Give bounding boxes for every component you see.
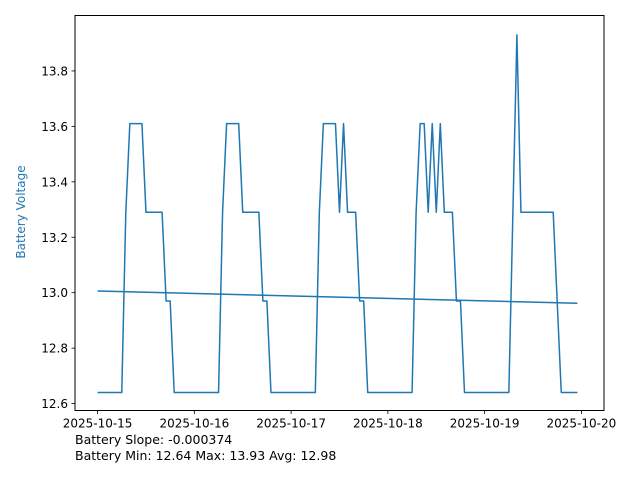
x-tick-label: 2025-10-20 xyxy=(547,417,617,431)
x-tick-label: 2025-10-15 xyxy=(63,417,133,431)
y-tick-label: 13.0 xyxy=(41,286,68,300)
battery-voltage-line xyxy=(97,34,578,394)
y-tick-label: 12.6 xyxy=(41,397,68,411)
x-axis-ticks: 2025-10-15 2025-10-16 2025-10-17 2025-10-18… xyxy=(63,410,617,431)
x-tick-label: 2025-10-18 xyxy=(353,417,423,431)
plot-frame xyxy=(74,15,605,411)
battery-summary-text: Battery Min: 12.64 Max: 13.93 Avg: 12.98 xyxy=(75,448,337,463)
battery-trend-line xyxy=(97,290,578,304)
series-layer xyxy=(97,34,578,394)
y-tick-label: 13.4 xyxy=(41,175,68,189)
y-axis-label: Battery Voltage xyxy=(14,165,28,258)
y-tick-label: 13.2 xyxy=(41,231,68,245)
y-tick-label: 13.8 xyxy=(41,64,68,78)
y-axis-ticks: 12.6 12.8 13.0 13.2 13.4 13.6 13.8 xyxy=(41,64,75,411)
battery-slope-text: Battery Slope: -0.000374 xyxy=(75,432,233,447)
x-tick-label: 2025-10-19 xyxy=(450,417,520,431)
y-tick-label: 13.6 xyxy=(41,120,68,134)
x-tick-label: 2025-10-16 xyxy=(159,417,229,431)
x-tick-label: 2025-10-17 xyxy=(256,417,326,431)
y-tick-label: 12.8 xyxy=(41,342,68,356)
